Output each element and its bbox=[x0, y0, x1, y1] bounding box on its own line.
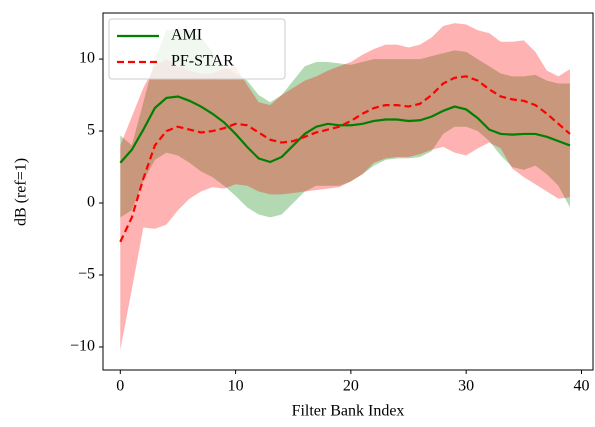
series-line bbox=[119, 95, 571, 164]
legend-box bbox=[108, 18, 286, 80]
y-tick-label: −5 bbox=[78, 266, 95, 283]
y-tick-label: −10 bbox=[70, 338, 95, 355]
plot-frame bbox=[102, 12, 594, 371]
x-tick-label: 30 bbox=[458, 378, 474, 395]
x-tick-label: 20 bbox=[343, 378, 359, 395]
y-axis-label: dB (ref=1) bbox=[13, 158, 30, 226]
legend-label: AMI bbox=[171, 27, 202, 44]
y-tick-label: 5 bbox=[87, 122, 95, 139]
legend-label: PF-STAR bbox=[171, 53, 234, 70]
x-tick-label: 0 bbox=[116, 378, 124, 395]
band bbox=[120, 23, 570, 350]
x-tick-label: 10 bbox=[228, 378, 244, 395]
x-axis-label: Filter Bank Index bbox=[292, 403, 405, 420]
x-tick-label: 40 bbox=[573, 378, 589, 395]
y-tick-label: 10 bbox=[79, 50, 95, 67]
y-tick-label: 0 bbox=[87, 194, 95, 211]
series-line bbox=[119, 75, 571, 243]
